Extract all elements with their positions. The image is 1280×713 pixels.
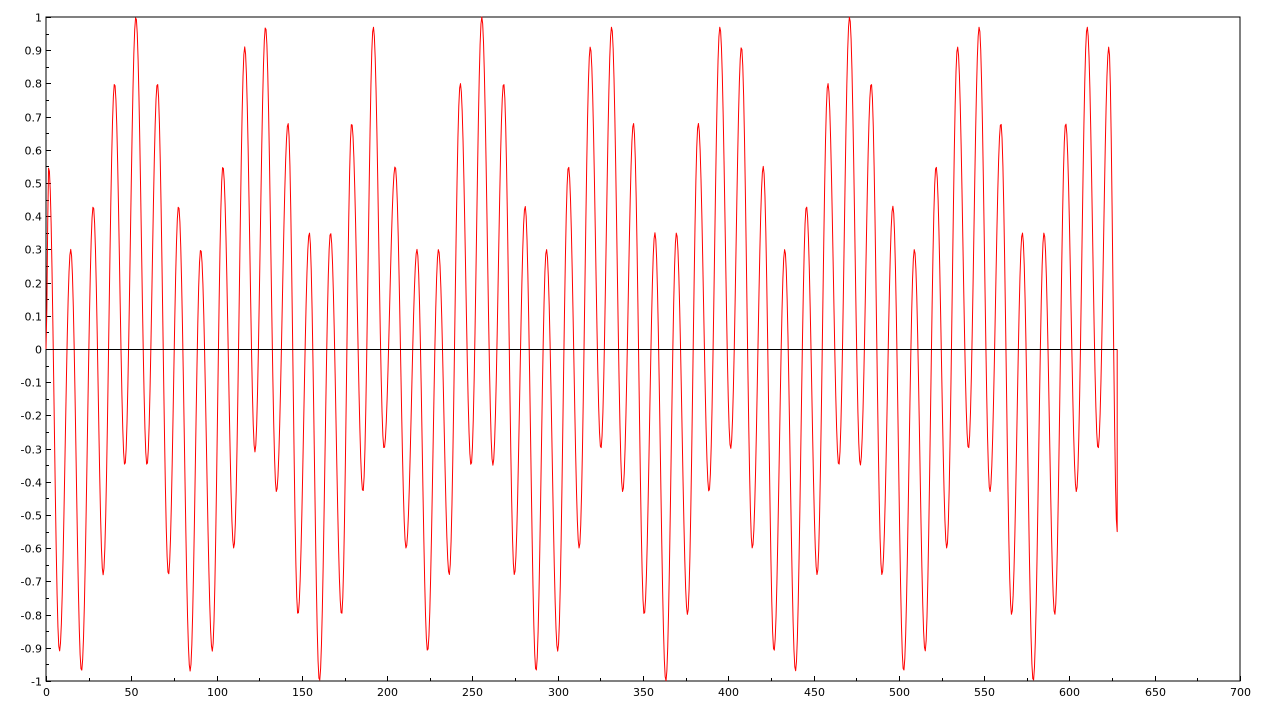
series-layer — [45, 16, 1118, 682]
x-tick-label: 0 — [43, 686, 50, 699]
x-tick-label: 600 — [1059, 686, 1080, 699]
y-tick-label: 0 — [35, 344, 42, 357]
x-tick-label: 250 — [462, 686, 483, 699]
x-tick-label: 400 — [718, 686, 739, 699]
y-tick-label: 0.3 — [25, 244, 43, 257]
x-tick-label: 500 — [889, 686, 910, 699]
y-tick-label: -0.2 — [21, 410, 42, 423]
x-tick-label: 550 — [974, 686, 995, 699]
y-tick-label: 0.5 — [25, 178, 43, 191]
y-tick-label: -0.1 — [21, 377, 42, 390]
y-tick-label: -0.4 — [21, 477, 42, 490]
y-tick-label: 0.9 — [25, 45, 43, 58]
y-tick-label: 0.2 — [25, 278, 43, 291]
y-axis: -1 -0.9 -0.8 -0.7 -0.6 -0.5 -0.4 -0.3 -0.2 -0.1 0 0… — [21, 12, 51, 689]
x-tick-label: 350 — [633, 686, 654, 699]
x-tick-label: 50 — [125, 686, 139, 699]
y-tick-label: 0.1 — [25, 311, 43, 324]
y-tick-label: -0.7 — [21, 576, 42, 589]
x-tick-label: 650 — [1145, 686, 1166, 699]
y-tick-label: 1 — [35, 12, 42, 25]
x-tick-label: 450 — [804, 686, 825, 699]
y-tick-label: -0.8 — [21, 610, 42, 623]
y-tick-label: -1 — [31, 676, 42, 689]
x-tick-label: 100 — [207, 686, 228, 699]
y-tick-label: 0.4 — [25, 211, 43, 224]
y-tick-label: -0.5 — [21, 510, 42, 523]
y-tick-label: -0.6 — [21, 543, 42, 556]
y-tick-label: 0.7 — [25, 112, 43, 125]
y-tick-label: 0.8 — [25, 78, 43, 91]
y-tick-label: -0.9 — [21, 643, 42, 656]
x-axis: 0 50 100 150 200 250 300 350 400 450 500 550 600 650 7… — [43, 676, 1251, 699]
y-tick-label: -0.3 — [21, 444, 42, 457]
x-tick-label: 150 — [292, 686, 313, 699]
y-tick-label: 0.6 — [25, 145, 43, 158]
x-tick-label: 300 — [548, 686, 569, 699]
signal-line — [45, 16, 1118, 682]
x-tick-label: 700 — [1230, 686, 1251, 699]
x-tick-label: 200 — [377, 686, 398, 699]
